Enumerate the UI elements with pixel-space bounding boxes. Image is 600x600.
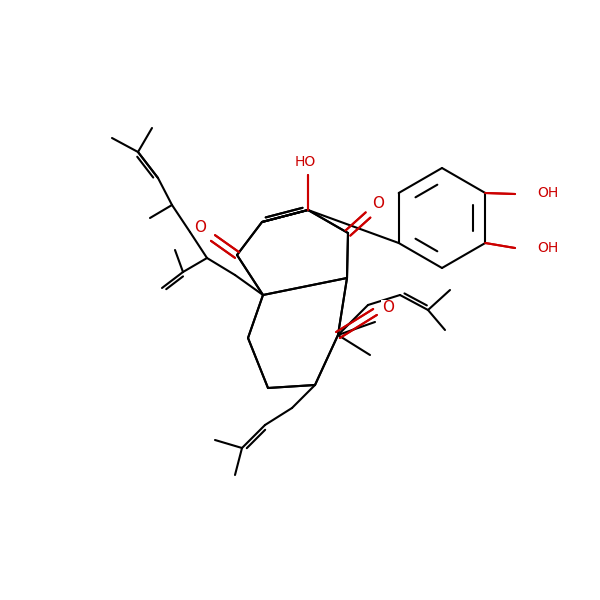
Text: OH: OH xyxy=(537,186,558,200)
Text: O: O xyxy=(194,220,206,235)
Text: O: O xyxy=(194,220,206,235)
Text: OH: OH xyxy=(535,241,556,255)
Text: O: O xyxy=(372,196,384,211)
Text: OH: OH xyxy=(535,186,556,200)
Text: HO: HO xyxy=(295,155,316,169)
Text: O: O xyxy=(372,196,384,211)
Text: OH: OH xyxy=(537,241,558,255)
Text: O: O xyxy=(382,301,394,316)
Text: O: O xyxy=(382,301,394,316)
Text: HO: HO xyxy=(295,155,316,169)
